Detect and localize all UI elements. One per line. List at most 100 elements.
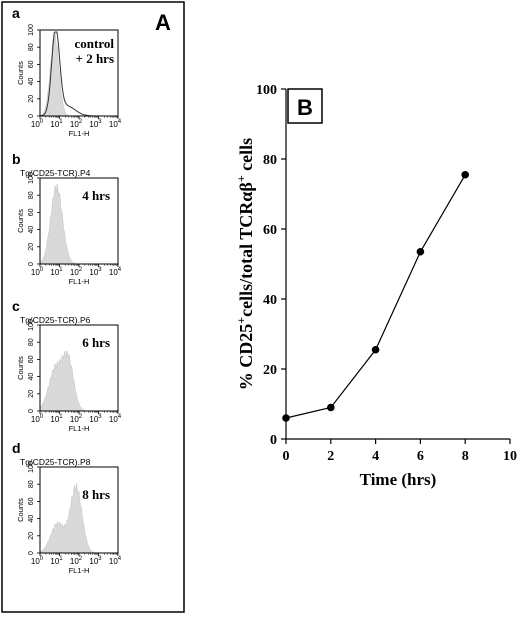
- histogram-xtick-exp: 2: [79, 556, 83, 562]
- time-label: control: [75, 36, 115, 51]
- y-tick-label: 100: [256, 83, 277, 98]
- histogram-xtick-label: 102: [70, 267, 83, 277]
- histogram-xtick-exp: 3: [98, 267, 102, 273]
- histogram-xtick-label: 101: [50, 556, 63, 566]
- time-label: + 2 hrs: [76, 51, 114, 66]
- histogram-xtick-label: 102: [70, 414, 83, 424]
- x-tick-label: 8: [462, 449, 469, 464]
- histogram-ytick-label: 100: [28, 461, 35, 473]
- histogram-xtick-base: 10: [70, 268, 79, 277]
- histogram-ytick-label: 80: [28, 480, 35, 488]
- histogram-xtick-exp: 0: [40, 119, 44, 125]
- histogram-xtick-label: 100: [31, 556, 44, 566]
- y-tick-label: 20: [263, 363, 277, 378]
- histogram-xtick-exp: 4: [118, 267, 122, 273]
- histogram-ytick-label: 60: [28, 355, 35, 363]
- time-label: 6 hrs: [82, 335, 110, 350]
- series-line: [285, 174, 466, 419]
- histogram-xtick-exp: 4: [118, 414, 122, 420]
- y-axis-label-part: cells: [236, 138, 256, 176]
- y-tick-label: 80: [263, 153, 277, 168]
- histogram-xtick-exp: 1: [59, 414, 63, 420]
- y-axis-label-part: % CD25: [236, 324, 256, 391]
- x-tick-label: 4: [372, 449, 379, 464]
- y-tick-label: 0: [270, 433, 277, 448]
- histogram-xtick-base: 10: [89, 268, 98, 277]
- histogram-xtick-label: 104: [109, 119, 122, 129]
- histogram-xtick-label: 101: [50, 267, 63, 277]
- histogram-xlabel: FL1-H: [69, 129, 90, 138]
- panel-a-label: A: [155, 10, 171, 35]
- histogram-xtick-exp: 0: [40, 267, 44, 273]
- line-chart-ticks: 0 20 40 60 80 100 0 2 4 6 8 10: [256, 83, 517, 464]
- histogram-xtick-label: 101: [50, 119, 63, 129]
- histogram-xtick-base: 10: [70, 120, 79, 129]
- histogram-xtick-base: 10: [109, 557, 118, 566]
- histogram-ytick-label: 80: [28, 191, 35, 199]
- x-tick-label: 10: [503, 449, 517, 464]
- histogram-xtick-label: 100: [31, 414, 44, 424]
- histogram-title: Tg(CD25-TCR).P6: [20, 315, 91, 325]
- histogram-xtick-label: 103: [89, 556, 102, 566]
- histogram-xtick-label: 103: [89, 119, 102, 129]
- y-tick-label: 60: [263, 223, 277, 238]
- histogram-xtick-exp: 4: [118, 556, 122, 562]
- histogram-xtick-exp: 4: [118, 119, 122, 125]
- data-point: [416, 247, 425, 256]
- data-point: [371, 345, 380, 354]
- histogram-ytick-label: 0: [28, 551, 35, 555]
- histogram-ytick-label: 0: [28, 262, 35, 266]
- line-chart-series: [282, 170, 470, 422]
- panel-a-frame: [1, 1, 185, 613]
- data-point: [461, 170, 470, 179]
- histogram-ylabel: Counts: [16, 356, 25, 380]
- time-label: 4 hrs: [82, 188, 110, 203]
- time-label: 8 hrs: [82, 487, 110, 502]
- histogram-ytick-label: 20: [28, 95, 35, 103]
- histogram-xtick-base: 10: [70, 557, 79, 566]
- histogram-xtick-base: 10: [31, 415, 40, 424]
- histogram-ytick-label: 100: [28, 319, 35, 331]
- panel-b-label: B: [297, 95, 313, 120]
- histogram-xtick-label: 102: [70, 556, 83, 566]
- histogram-xtick-base: 10: [70, 415, 79, 424]
- histogram-xtick-exp: 3: [98, 556, 102, 562]
- y-axis-label-part: cells/total TCRαβ: [236, 182, 256, 317]
- x-tick-label: 0: [283, 449, 290, 464]
- histogram-xtick-label: 102: [70, 119, 83, 129]
- panel-letter: c: [12, 298, 20, 314]
- histogram-xtick-label: 101: [50, 414, 63, 424]
- histogram-xtick-exp: 3: [98, 119, 102, 125]
- panel-letter: b: [12, 151, 21, 167]
- histogram-xtick-exp: 2: [79, 267, 83, 273]
- histogram-xtick-label: 100: [31, 267, 44, 277]
- panel-letter: d: [12, 440, 21, 456]
- y-tick-label: 40: [263, 293, 277, 308]
- histogram-xlabel: FL1-H: [69, 277, 90, 286]
- histogram-xtick-label: 103: [89, 414, 102, 424]
- panel-b-label-box: [287, 88, 323, 124]
- histogram-xtick-label: 104: [109, 556, 122, 566]
- histogram-xtick-base: 10: [50, 415, 59, 424]
- x-tick-label: 6: [417, 449, 424, 464]
- histogram-xlabel: FL1-H: [69, 566, 90, 575]
- y-axis-label-sup: +: [234, 175, 248, 182]
- histogram-xtick-exp: 1: [59, 267, 63, 273]
- histogram-ylabel: Counts: [16, 61, 25, 85]
- data-point: [282, 414, 290, 422]
- histogram-xtick-exp: 1: [59, 556, 63, 562]
- histogram-xtick-label: 104: [109, 414, 122, 424]
- histogram-xlabel: FL1-H: [69, 424, 90, 433]
- histogram-xtick-exp: 1: [59, 119, 63, 125]
- histogram-xtick-base: 10: [50, 268, 59, 277]
- histogram-ylabel: Counts: [16, 498, 25, 522]
- histogram-xtick-base: 10: [89, 120, 98, 129]
- x-tick-label: 2: [327, 449, 334, 464]
- histogram-ylabel: Counts: [16, 209, 25, 233]
- histogram-xtick-base: 10: [109, 268, 118, 277]
